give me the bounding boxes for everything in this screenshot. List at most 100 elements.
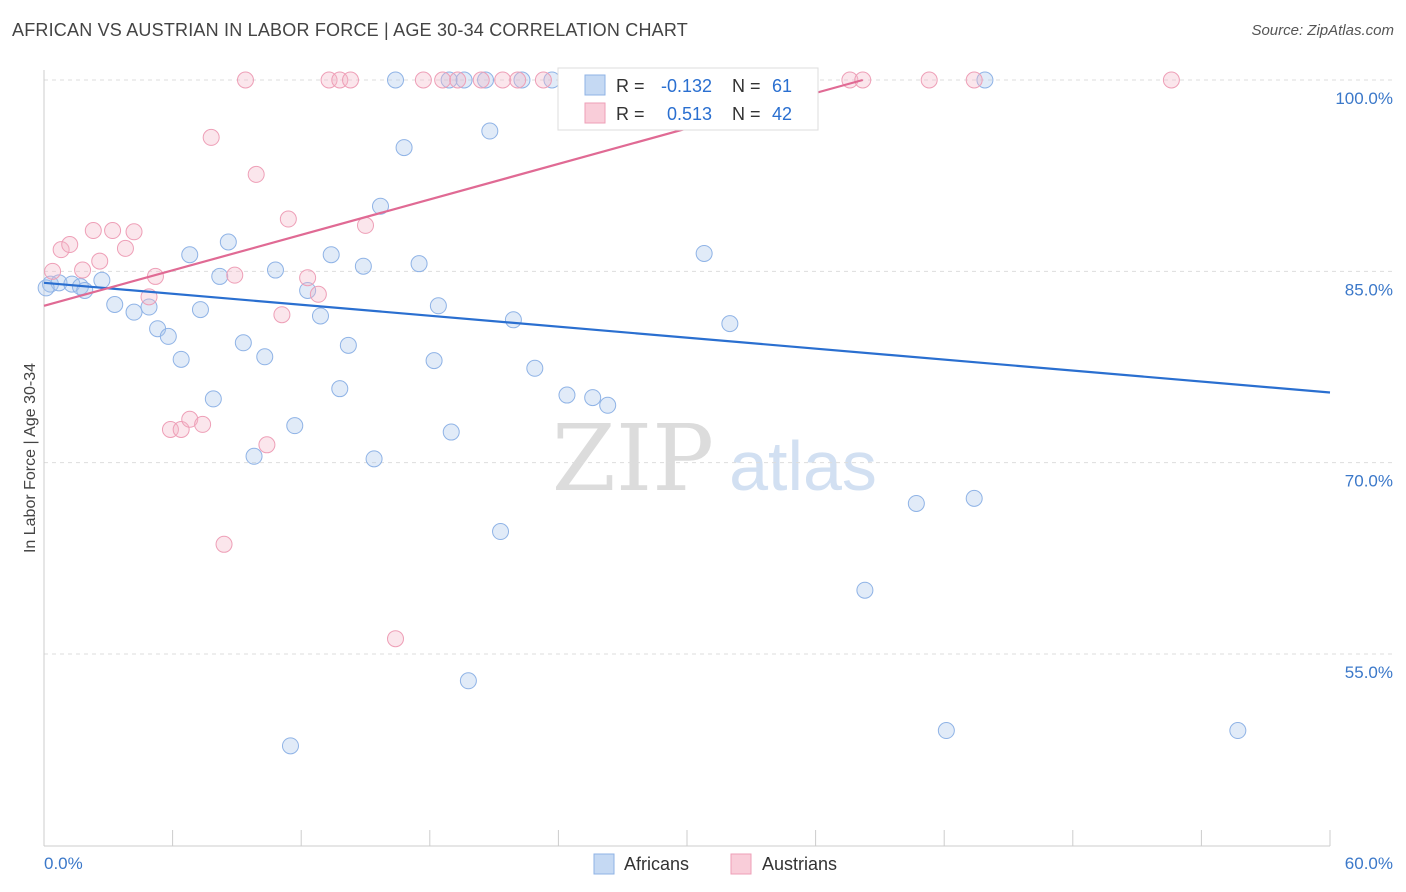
point-africans-32: [395, 139, 413, 157]
stats-n-label-austrians: N =: [732, 104, 761, 124]
stats-n-value-africans: 61: [772, 76, 792, 96]
legend-item-austrians[interactable]: Austrians: [730, 853, 837, 875]
point-africans-47: [558, 386, 576, 404]
y-tick-label-1: 85.0%: [1345, 280, 1393, 299]
point-austrians-31: [434, 71, 452, 89]
point-austrians-40: [965, 71, 983, 89]
series-legend: Africans Austrians: [593, 853, 837, 875]
point-africans-26: [331, 380, 349, 398]
point-austrians-2: [61, 236, 79, 254]
point-africans-14: [204, 390, 222, 408]
point-austrians-22: [279, 210, 297, 228]
stats-r-label-africans: R =: [616, 76, 645, 96]
point-africans-36: [440, 71, 458, 89]
point-africans-41: [481, 122, 499, 140]
point-africans-20: [266, 261, 284, 279]
point-africans-39: [459, 672, 477, 690]
point-africans-6: [106, 295, 124, 313]
point-africans-40: [477, 71, 495, 89]
y-tick-labels: 100.0% 85.0% 70.0% 55.0%: [1335, 89, 1393, 682]
point-austrians-5: [91, 252, 109, 270]
point-africans-12: [181, 246, 199, 264]
stats-legend: R = -0.132 N = 61 R = 0.513 N = 42: [557, 67, 819, 131]
point-africans-21: [281, 737, 299, 755]
point-africans-56: [937, 722, 955, 740]
point-africans-16: [219, 233, 237, 251]
stats-r-value-austrians: 0.513: [667, 104, 712, 124]
point-africans-45: [526, 359, 544, 377]
point-austrians-29: [387, 630, 405, 648]
point-austrians-8: [125, 223, 143, 241]
point-austrians-33: [472, 71, 490, 89]
stats-n-label-africans: N =: [732, 76, 761, 96]
trendline-africans: [43, 281, 1331, 394]
point-austrians-27: [341, 71, 359, 89]
y-tick-label-3: 55.0%: [1345, 663, 1393, 682]
point-austrians-39: [920, 71, 938, 89]
stats-r-value-africans: -0.132: [661, 76, 712, 96]
point-austrians-0: [44, 262, 62, 280]
point-africans-27: [339, 336, 357, 354]
point-africans-23: [299, 281, 317, 299]
point-africans-10: [159, 327, 177, 345]
point-africans-24: [311, 307, 329, 325]
grid-layer: [44, 79, 1393, 655]
point-austrians-36: [534, 71, 552, 89]
point-austrians-4: [84, 222, 102, 240]
point-africans-4: [93, 271, 111, 289]
x-tick-label-min: 0.0%: [44, 854, 83, 873]
point-austrians-13: [181, 410, 199, 428]
point-austrians-16: [215, 535, 233, 553]
legend-label-austrians: Austrians: [762, 854, 837, 874]
point-austrians-14: [194, 415, 212, 433]
stats-r-label-austrians: R =: [616, 104, 645, 124]
y-axis-label: In Labor Force | Age 30-34: [22, 363, 39, 553]
point-africans-28: [354, 257, 372, 275]
point-africans-43: [504, 311, 522, 329]
point-austrians-3: [74, 261, 92, 279]
point-africans-37: [442, 423, 460, 441]
point-africans-52: [721, 315, 739, 333]
point-africans-7: [125, 303, 143, 321]
point-africans-59: [1229, 722, 1247, 740]
point-africans-38: [455, 71, 473, 89]
point-africans-19: [256, 348, 274, 366]
point-africans-17: [234, 334, 252, 352]
point-africans-33: [410, 255, 428, 273]
point-africans-8: [140, 298, 158, 316]
point-austrians-1: [52, 241, 70, 259]
chart-title: AFRICAN VS AUSTRIAN IN LABOR FORCE | AGE…: [12, 20, 688, 40]
legend-item-africans[interactable]: Africans: [593, 853, 689, 875]
chart-source: Source: ZipAtlas.com: [1251, 22, 1394, 39]
point-africans-35: [429, 297, 447, 315]
point-africans-31: [387, 71, 405, 89]
watermark: ZIP atlas: [552, 405, 877, 512]
point-africans-57: [965, 489, 983, 507]
point-africans-11: [172, 350, 190, 368]
point-africans-49: [599, 396, 617, 414]
point-austrians-7: [116, 239, 134, 257]
point-africans-25: [322, 246, 340, 264]
legend-label-africans: Africans: [624, 854, 689, 874]
point-africans-51: [695, 244, 713, 262]
x-tick-marks: [43, 830, 1331, 846]
legend-swatch-africans: [593, 853, 615, 875]
y-tick-label-2: 70.0%: [1345, 472, 1393, 491]
legend-swatch-austrians: [730, 853, 752, 875]
point-austrians-30: [414, 71, 432, 89]
y-tick-label-0: 100.0%: [1335, 89, 1393, 108]
stats-legend-swatch-africans: [584, 74, 606, 96]
stats-n-value-austrians: 42: [772, 104, 792, 124]
point-africans-54: [856, 581, 874, 599]
point-austrians-41: [1162, 71, 1180, 89]
points-layer: [37, 71, 1247, 755]
point-africans-55: [907, 494, 925, 512]
watermark-atlas: atlas: [729, 427, 877, 505]
point-austrians-35: [509, 71, 527, 89]
point-austrians-24: [309, 285, 327, 303]
point-austrians-18: [236, 71, 254, 89]
point-austrians-6: [104, 222, 122, 240]
point-africans-29: [365, 450, 383, 468]
point-africans-13: [191, 301, 209, 319]
